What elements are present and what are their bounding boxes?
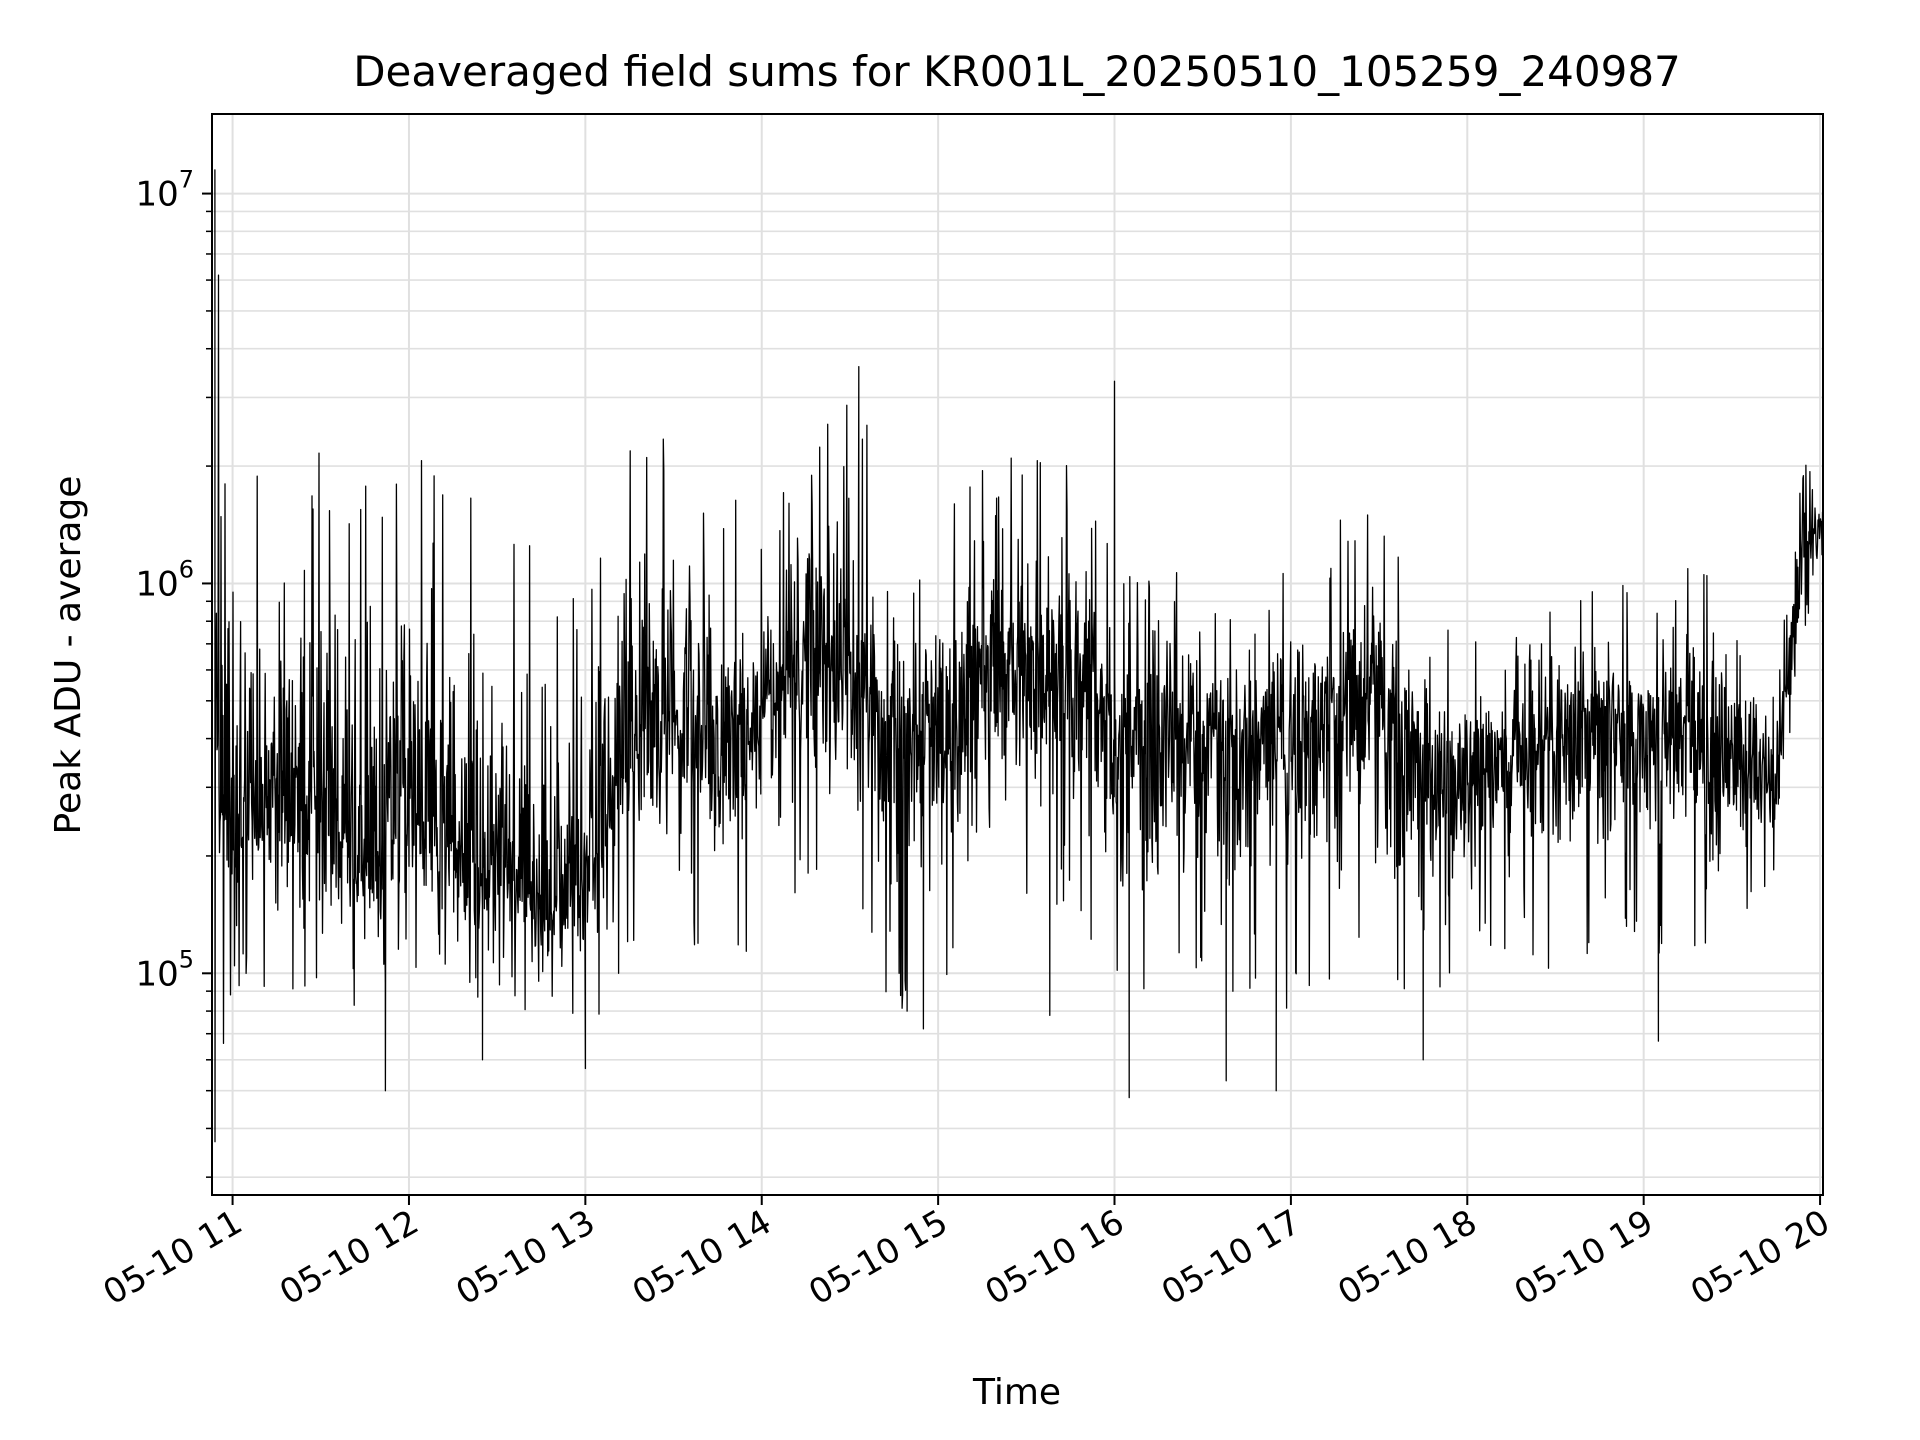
y-tick-label: 107 bbox=[135, 166, 194, 215]
y-axis-label: Peak ADU - average bbox=[48, 476, 89, 835]
x-axis-label: Time bbox=[972, 1372, 1061, 1413]
y-tick-label: 106 bbox=[135, 555, 194, 604]
y-axis: 105 106 107 bbox=[135, 166, 212, 1178]
series-path bbox=[214, 169, 1824, 1143]
series-line bbox=[214, 169, 1824, 1143]
plot-frame bbox=[211, 113, 1824, 1196]
chart-title: Deaveraged field sums for KR001L_2025051… bbox=[353, 47, 1681, 96]
y-tick-label: 105 bbox=[135, 945, 194, 994]
